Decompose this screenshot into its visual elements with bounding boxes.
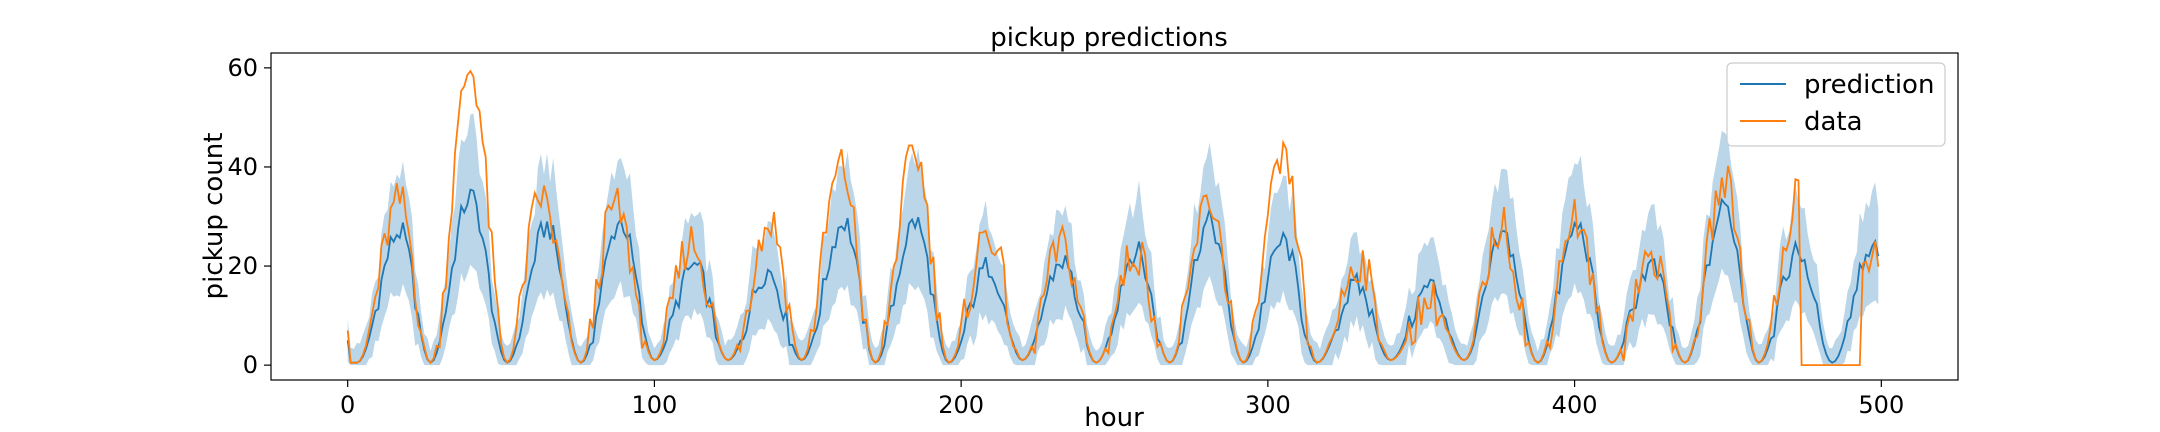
series-line-prediction xyxy=(346,188,1880,364)
y-tick-label: 0 xyxy=(243,351,258,379)
plot-area-frame xyxy=(270,52,1959,381)
chart-title: pickup predictions xyxy=(990,23,1228,53)
x-tick-label: 400 xyxy=(1552,391,1598,419)
y-axis-ticks: 0 20 40 60 xyxy=(227,54,271,379)
legend-label-data: data xyxy=(1804,107,1863,137)
series-lines-layer xyxy=(346,69,1880,366)
x-tick-label: 200 xyxy=(938,391,984,419)
y-axis-label: pickup count xyxy=(199,133,229,300)
y-tick-label: 60 xyxy=(227,54,258,82)
x-axis-label: hour xyxy=(1084,403,1144,432)
series-line-data xyxy=(346,69,1880,366)
x-tick-label: 100 xyxy=(632,391,678,419)
y-tick-label: 20 xyxy=(227,252,258,280)
x-tick-label: 0 xyxy=(340,391,355,419)
y-tick-label: 40 xyxy=(227,153,258,181)
legend-label-prediction: prediction xyxy=(1804,70,1934,100)
x-tick-label: 500 xyxy=(1858,391,1904,419)
x-tick-label: 300 xyxy=(1245,391,1291,419)
legend: prediction data xyxy=(1726,62,1946,147)
x-axis-ticks: 0 100 200 300 400 500 xyxy=(340,380,1904,419)
